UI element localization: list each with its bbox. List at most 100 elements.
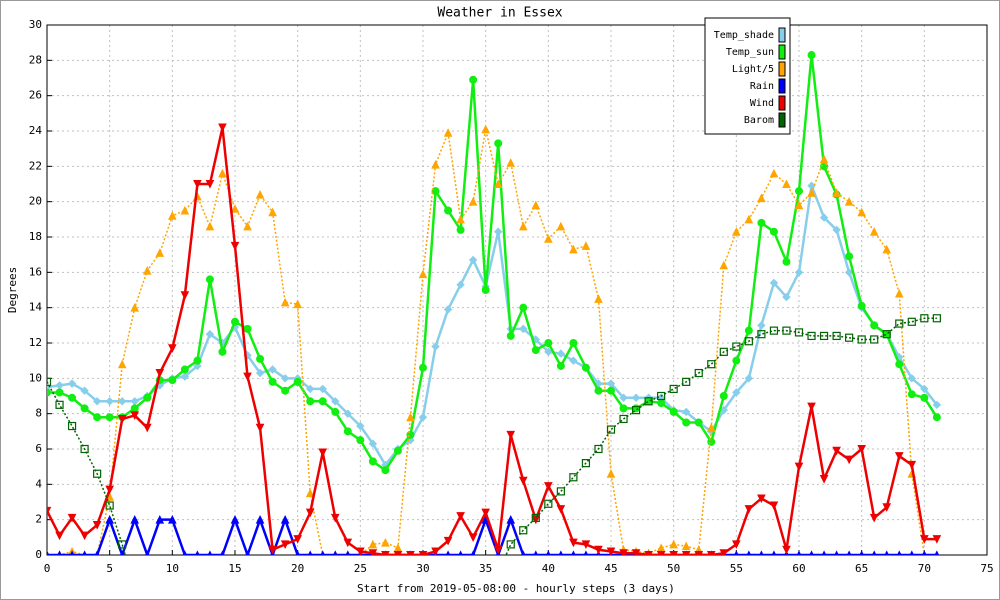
point xyxy=(94,550,100,555)
point xyxy=(205,275,214,284)
point xyxy=(544,347,553,357)
x-axis-label: Start from 2019-05-08:00 - hourly steps … xyxy=(357,582,675,595)
point xyxy=(80,386,89,395)
point xyxy=(606,469,616,478)
point xyxy=(506,540,515,549)
series-line xyxy=(47,126,937,555)
point xyxy=(431,187,440,196)
point xyxy=(142,423,152,433)
point xyxy=(180,365,189,374)
point xyxy=(544,482,553,491)
point xyxy=(682,377,691,386)
point xyxy=(744,337,753,346)
point xyxy=(406,551,415,555)
x-tick-label: 10 xyxy=(166,562,179,575)
point xyxy=(306,397,315,406)
point xyxy=(920,535,929,544)
point xyxy=(909,550,915,555)
point xyxy=(782,257,791,266)
point xyxy=(155,248,165,257)
point xyxy=(907,390,916,399)
point xyxy=(657,391,666,401)
point xyxy=(195,550,200,555)
point xyxy=(859,550,864,555)
point xyxy=(119,550,125,555)
point xyxy=(719,549,729,555)
point xyxy=(518,221,528,231)
point xyxy=(632,404,641,413)
point xyxy=(869,227,879,236)
point xyxy=(92,520,102,530)
chart-title: Weather in Essex xyxy=(437,6,562,21)
y-tick-label: 8 xyxy=(35,407,42,420)
point xyxy=(343,427,352,436)
point xyxy=(569,473,578,482)
point xyxy=(168,376,177,385)
point xyxy=(130,515,140,524)
point xyxy=(368,549,378,555)
point xyxy=(381,551,390,555)
point xyxy=(506,430,516,440)
point xyxy=(331,407,340,416)
point xyxy=(444,206,453,215)
point xyxy=(907,374,917,383)
x-tick-label: 60 xyxy=(792,562,805,575)
point xyxy=(293,535,302,544)
point xyxy=(493,227,503,236)
point xyxy=(871,550,877,555)
point xyxy=(934,550,940,555)
point xyxy=(218,123,227,133)
point xyxy=(82,550,87,555)
point xyxy=(531,513,540,523)
point xyxy=(456,280,465,289)
point xyxy=(105,515,114,524)
point xyxy=(55,400,64,409)
point xyxy=(832,188,841,197)
point xyxy=(744,374,754,383)
x-tick-label: 0 xyxy=(44,562,51,575)
point xyxy=(583,550,589,555)
point xyxy=(243,221,252,231)
point xyxy=(694,418,703,427)
point xyxy=(205,221,215,231)
point xyxy=(92,397,102,406)
y-tick-label: 2 xyxy=(35,513,42,526)
point xyxy=(431,159,440,169)
y-tick-label: 0 xyxy=(35,548,42,561)
point xyxy=(669,551,678,555)
point xyxy=(245,550,250,555)
point xyxy=(481,286,490,294)
plot-frame xyxy=(46,24,988,556)
y-tick-label: 30 xyxy=(29,18,42,31)
point xyxy=(920,384,929,394)
point xyxy=(533,550,539,555)
point xyxy=(795,187,803,196)
series-line xyxy=(47,518,937,555)
point xyxy=(896,550,902,555)
point xyxy=(168,344,177,353)
point xyxy=(268,377,277,386)
point xyxy=(619,404,628,413)
point xyxy=(406,430,415,439)
point xyxy=(782,292,791,302)
point xyxy=(55,531,64,541)
point xyxy=(468,197,478,206)
point xyxy=(757,321,766,330)
point xyxy=(920,314,929,323)
point xyxy=(932,400,942,410)
point xyxy=(769,227,778,236)
point xyxy=(47,550,50,555)
point xyxy=(769,278,779,288)
point xyxy=(419,363,427,372)
point xyxy=(556,487,565,496)
point xyxy=(884,550,890,555)
point xyxy=(456,214,465,224)
point xyxy=(230,515,240,524)
point xyxy=(418,551,428,555)
point xyxy=(469,75,478,84)
point xyxy=(117,397,127,406)
point xyxy=(268,365,277,374)
y-tick-label: 24 xyxy=(29,124,43,137)
point xyxy=(631,406,641,415)
